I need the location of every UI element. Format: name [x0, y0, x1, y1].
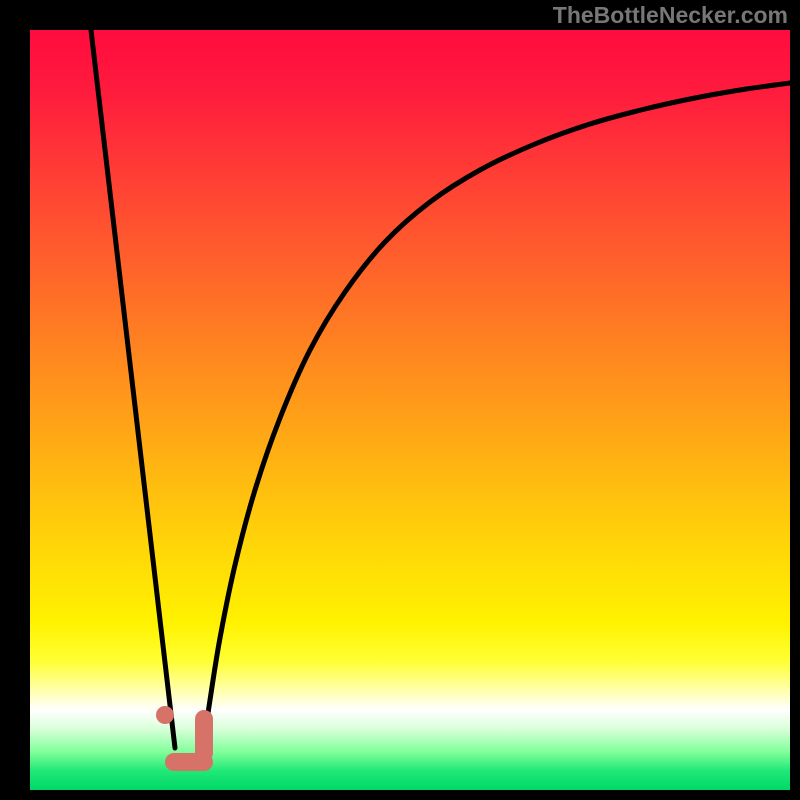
watermark-text: TheBottleNecker.com — [553, 2, 788, 29]
marker-dot — [156, 706, 174, 724]
bottleneck-chart — [30, 30, 790, 790]
gradient-background — [30, 30, 790, 790]
marker-j-horizontal — [165, 753, 213, 771]
